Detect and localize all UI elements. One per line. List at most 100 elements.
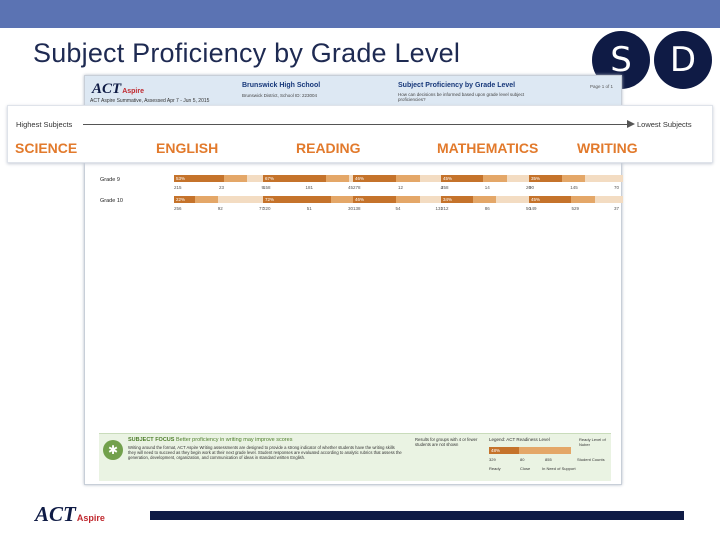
legend-count-close: 80 [520, 457, 525, 462]
count-value: 77 [258, 206, 264, 211]
subject-writing: WRITING [577, 140, 638, 156]
highest-subjects-label: Highest Subjects [16, 120, 73, 129]
arrow-right-icon [627, 120, 635, 128]
table-row: Grade 9 53% 215 23 9 67% 158 181 45 46% 278 12 4 45% 2… [85, 175, 623, 199]
proficiency-cell: 34% 212 86 50 [441, 196, 535, 218]
proficiency-cell: 45% 258 14 20 [441, 175, 535, 197]
table-row: Grade 10 22% 256 92 77 72% 220 51 30 46% 138 54 131 3… [85, 196, 623, 220]
bar-ready: 45% [441, 175, 484, 182]
legend-count-ready: 329 [489, 457, 496, 462]
count-value: 30 [347, 206, 353, 211]
count-value: 12 [397, 185, 403, 190]
count-value: 256 [174, 206, 182, 211]
report-screenshot: ACTAspire ACT Aspire Summative, Assessed… [84, 75, 623, 485]
legend-title: Legend: ACT Readiness Level [489, 437, 550, 442]
count-value: 258 [441, 185, 449, 190]
row-label: Grade 10 [100, 198, 123, 204]
subject-reading: READING [296, 140, 361, 156]
bar-ready: 53% [174, 175, 224, 182]
footer-act-aspire-logo: ACTAspire [35, 502, 105, 526]
legend-count-label: Student Counts [577, 457, 605, 462]
footer-bar [150, 511, 684, 520]
subject-mathematics: MATHEMATICS [437, 140, 539, 156]
school-sub: Brunswick District, School ID: 223004 [242, 93, 318, 98]
count-value: 45 [347, 185, 353, 190]
count-value: 131 [435, 206, 443, 211]
logo-letter-d: D [654, 31, 712, 89]
report-summary-line: ACT Aspire Summative, Assessed Apr 7 - J… [90, 98, 210, 104]
student-counts: 138 54 131 [353, 206, 447, 211]
page-number: Page 1 of 1 [590, 84, 614, 89]
student-counts: 212 86 50 [441, 206, 535, 211]
count-value: 86 [484, 206, 490, 211]
count-value: 220 [263, 206, 271, 211]
proficiency-cell: 22% 256 92 77 [174, 196, 268, 218]
subject-ranking-scale: Highest Subjects Lowest Subjects SCIENCE… [7, 105, 713, 163]
proficiency-cell: 46% 278 12 4 [353, 175, 447, 197]
count-value: 181 [305, 185, 313, 190]
student-counts: 220 51 30 [263, 206, 357, 211]
proficiency-cell: 46% 138 54 131 [353, 196, 447, 218]
count-value: 20 [525, 185, 531, 190]
bar-ready: 46% [353, 175, 397, 182]
count-value: 37 [613, 206, 619, 211]
count-value: 138 [353, 206, 361, 211]
count-value: 215 [174, 185, 182, 190]
legend-label-ready: Ready [489, 466, 501, 471]
report-header: ACTAspire ACT Aspire Summative, Assessed… [85, 76, 621, 106]
report-question: How can decisions be informed based upon… [398, 92, 525, 102]
count-value: 70 [613, 185, 619, 190]
top-banner [0, 0, 720, 28]
legend-count-support: 855 [545, 457, 552, 462]
student-counts: 256 92 77 [174, 206, 268, 211]
count-value: 149 [529, 206, 537, 211]
legend-label-close: Close [520, 466, 531, 471]
bar-background [174, 196, 268, 203]
focus-star-icon: ✱ [103, 440, 123, 460]
bar-ready: 45% [529, 196, 572, 203]
bar-close [174, 196, 219, 203]
row-label: Grade 9 [100, 177, 120, 183]
count-value: 90 [529, 185, 535, 190]
proficiency-cell: 45% 149 529 37 [529, 196, 623, 218]
count-value: 51 [306, 206, 312, 211]
legend-ready-level: Ready Level of Nuber [579, 437, 606, 447]
count-value: 158 [263, 185, 271, 190]
lowest-subjects-label: Lowest Subjects [637, 120, 692, 129]
slide-title: Subject Proficiency by Grade Level [33, 38, 461, 68]
count-value: 14 [484, 185, 490, 190]
bar-ready: 22% [174, 196, 195, 203]
legend-bar-light [519, 447, 571, 454]
student-counts: 215 23 9 [174, 185, 268, 190]
count-value: 23 [218, 185, 224, 190]
proficiency-cell: 67% 158 181 45 [263, 175, 357, 197]
subject-english: ENGLISH [156, 140, 219, 156]
count-value: 212 [441, 206, 449, 211]
bar-ready: 34% [441, 196, 473, 203]
legend-note: Results for groups with 4 or fewer stude… [415, 437, 478, 447]
student-counts: 149 529 37 [529, 206, 623, 211]
bar-ready: 67% [263, 175, 326, 182]
focus-title: SUBJECT FOCUS Better proficiency in writ… [128, 437, 293, 443]
proficiency-cell: 72% 220 51 30 [263, 196, 357, 218]
count-value: 4 [440, 185, 443, 190]
legend-pct: 48% [491, 448, 501, 453]
report-title: Subject Proficiency by Grade Level [398, 82, 516, 89]
student-counts: 158 181 45 [263, 185, 357, 190]
count-value: 529 [571, 206, 579, 211]
focus-body: Writing around the format, ACT Aspire Wr… [128, 445, 402, 460]
act-aspire-logo: ACTAspire [92, 81, 144, 97]
ranking-arrow-line [83, 124, 633, 125]
bar-ready: 46% [353, 196, 397, 203]
bar-ready: 35% [529, 175, 562, 182]
student-counts: 90 145 70 [529, 185, 623, 190]
proficiency-cell: 53% 215 23 9 [174, 175, 268, 197]
count-value: 145 [570, 185, 578, 190]
count-value: 54 [395, 206, 401, 211]
proficiency-cell: 35% 90 145 70 [529, 175, 623, 197]
subject-focus-panel: ✱ SUBJECT FOCUS Better proficiency in wr… [99, 433, 611, 481]
subject-science: SCIENCE [15, 140, 78, 156]
student-counts: 278 12 4 [353, 185, 447, 190]
student-counts: 258 14 20 [441, 185, 535, 190]
school-name: Brunswick High School [242, 82, 321, 89]
